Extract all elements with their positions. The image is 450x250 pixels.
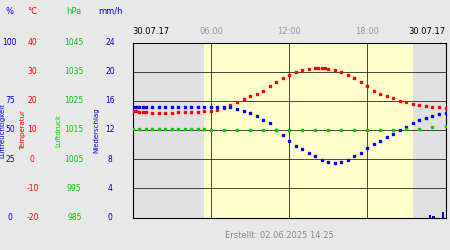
Bar xyxy=(441,212,444,218)
Text: -20: -20 xyxy=(26,213,39,222)
Text: 1015: 1015 xyxy=(65,126,84,134)
Text: 30.07.17: 30.07.17 xyxy=(133,26,170,36)
Text: 4: 4 xyxy=(108,184,112,193)
Text: 20: 20 xyxy=(105,67,115,76)
Text: 16: 16 xyxy=(105,96,115,105)
Text: 24: 24 xyxy=(105,38,115,47)
Text: 1005: 1005 xyxy=(64,155,84,164)
Text: °C: °C xyxy=(27,7,37,16)
Text: 0: 0 xyxy=(8,213,12,222)
Text: Niederschlag: Niederschlag xyxy=(94,107,100,153)
Text: 0: 0 xyxy=(30,155,35,164)
Text: 995: 995 xyxy=(67,184,81,193)
Text: 25: 25 xyxy=(5,155,15,164)
Text: 10: 10 xyxy=(27,126,37,134)
Text: 100: 100 xyxy=(3,38,17,47)
Text: Erstellt: 02.06.2025 14:25: Erstellt: 02.06.2025 14:25 xyxy=(225,231,333,240)
Bar xyxy=(428,214,431,218)
Text: Luftfeuchtigkeit: Luftfeuchtigkeit xyxy=(0,102,6,158)
Text: 0: 0 xyxy=(108,213,112,222)
Text: 8: 8 xyxy=(108,155,112,164)
Text: 30.07.17: 30.07.17 xyxy=(409,26,446,36)
Bar xyxy=(432,216,435,218)
Bar xyxy=(204,42,413,218)
Text: mm/h: mm/h xyxy=(98,7,122,16)
Text: 20: 20 xyxy=(27,96,37,105)
Text: 06:00: 06:00 xyxy=(199,26,223,36)
Text: 1035: 1035 xyxy=(64,67,84,76)
Text: -10: -10 xyxy=(26,184,39,193)
Text: 12: 12 xyxy=(105,126,115,134)
Text: Luftdruck: Luftdruck xyxy=(55,114,62,146)
Text: 18:00: 18:00 xyxy=(356,26,379,36)
Text: 1045: 1045 xyxy=(64,38,84,47)
Text: 985: 985 xyxy=(67,213,81,222)
Text: 40: 40 xyxy=(27,38,37,47)
Text: 1025: 1025 xyxy=(65,96,84,105)
Text: 12:00: 12:00 xyxy=(277,26,301,36)
Text: Temperatur: Temperatur xyxy=(20,110,27,150)
Text: 50: 50 xyxy=(5,126,15,134)
Text: hPa: hPa xyxy=(67,7,82,16)
Text: 30: 30 xyxy=(27,67,37,76)
Text: %: % xyxy=(6,7,14,16)
Text: 75: 75 xyxy=(5,96,15,105)
